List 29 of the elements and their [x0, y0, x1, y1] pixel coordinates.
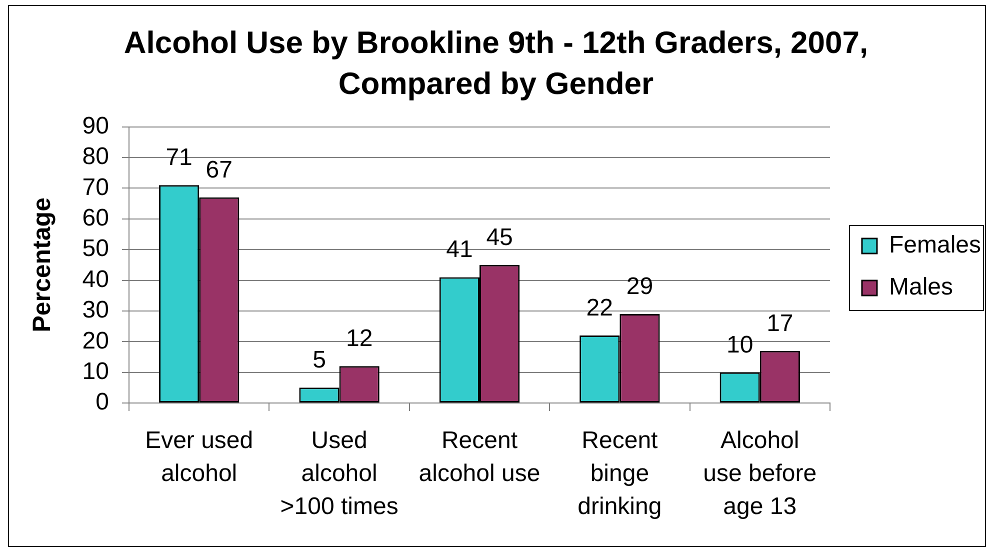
data-label: 12: [346, 325, 373, 352]
x-tick-label: Used alcohol >100 times: [280, 427, 398, 520]
chart-title: Alcohol Use by Brookline 9th - 12th Graders, 2007, Compared by Gender: [124, 25, 868, 101]
data-label: 17: [766, 310, 794, 337]
data-label: 41: [446, 236, 473, 264]
legend-label: Females: [888, 232, 982, 259]
y-tick-label: 0: [96, 388, 109, 416]
data-label: 22: [586, 294, 613, 322]
x-tick-label: Ever used alcohol: [145, 427, 254, 488]
y-tick-label: 10: [82, 358, 109, 385]
data-label: 67: [206, 156, 232, 184]
x-tick-label: Recent alcohol use: [418, 427, 540, 488]
y-tick-label: 80: [82, 143, 109, 170]
y-tick-label: 90: [82, 112, 109, 140]
x-tick-label: Recent binge drinking: [578, 427, 662, 520]
y-tick-label: 60: [82, 204, 109, 232]
y-tick-label: 40: [82, 266, 109, 293]
data-label: 29: [626, 273, 654, 300]
data-label: 10: [726, 331, 754, 358]
data-label: 71: [166, 144, 192, 172]
y-axis-title: Percentage: [28, 197, 56, 332]
y-tick-label: 50: [82, 235, 109, 262]
x-tick-label: Alcohol use before age 13: [703, 427, 817, 520]
data-label: 5: [312, 346, 326, 374]
legend-label: Males: [888, 274, 954, 301]
y-tick-label: 70: [82, 174, 109, 201]
data-label: 45: [486, 224, 513, 251]
y-tick-label: 30: [82, 296, 109, 324]
y-tick-label: 20: [82, 327, 109, 354]
